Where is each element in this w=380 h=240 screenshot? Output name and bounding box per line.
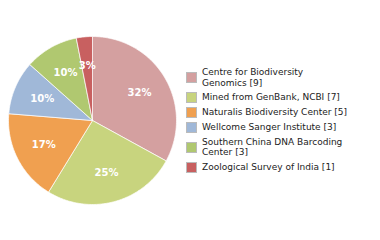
html-text:Mined from GenBank, NCBI [7]: Mined from GenBank, NCBI [7] [202, 92, 340, 103]
svg-text:10%: 10% [53, 67, 77, 78]
html-text:Zoological Survey of India [1]: Zoological Survey of India [1] [202, 162, 335, 172]
svg-text:3%: 3% [79, 60, 96, 71]
html-text:Centre for Biodiversity Genomi: Centre for Biodiversity Genomics [9] [202, 67, 304, 88]
svg-text:10%: 10% [30, 93, 54, 104]
svg-text:17%: 17% [32, 139, 56, 150]
html-text:Southern China DNA Barcoding C: Southern China DNA Barcoding Center [3] [202, 137, 343, 158]
svg-text:32%: 32% [128, 87, 152, 98]
svg-text:25%: 25% [95, 167, 119, 178]
html-text:Wellcome Sanger Institute [3]: Wellcome Sanger Institute [3] [202, 122, 337, 133]
html-text:Naturalis Biodiversity Center: Naturalis Biodiversity Center [5] [202, 107, 347, 118]
